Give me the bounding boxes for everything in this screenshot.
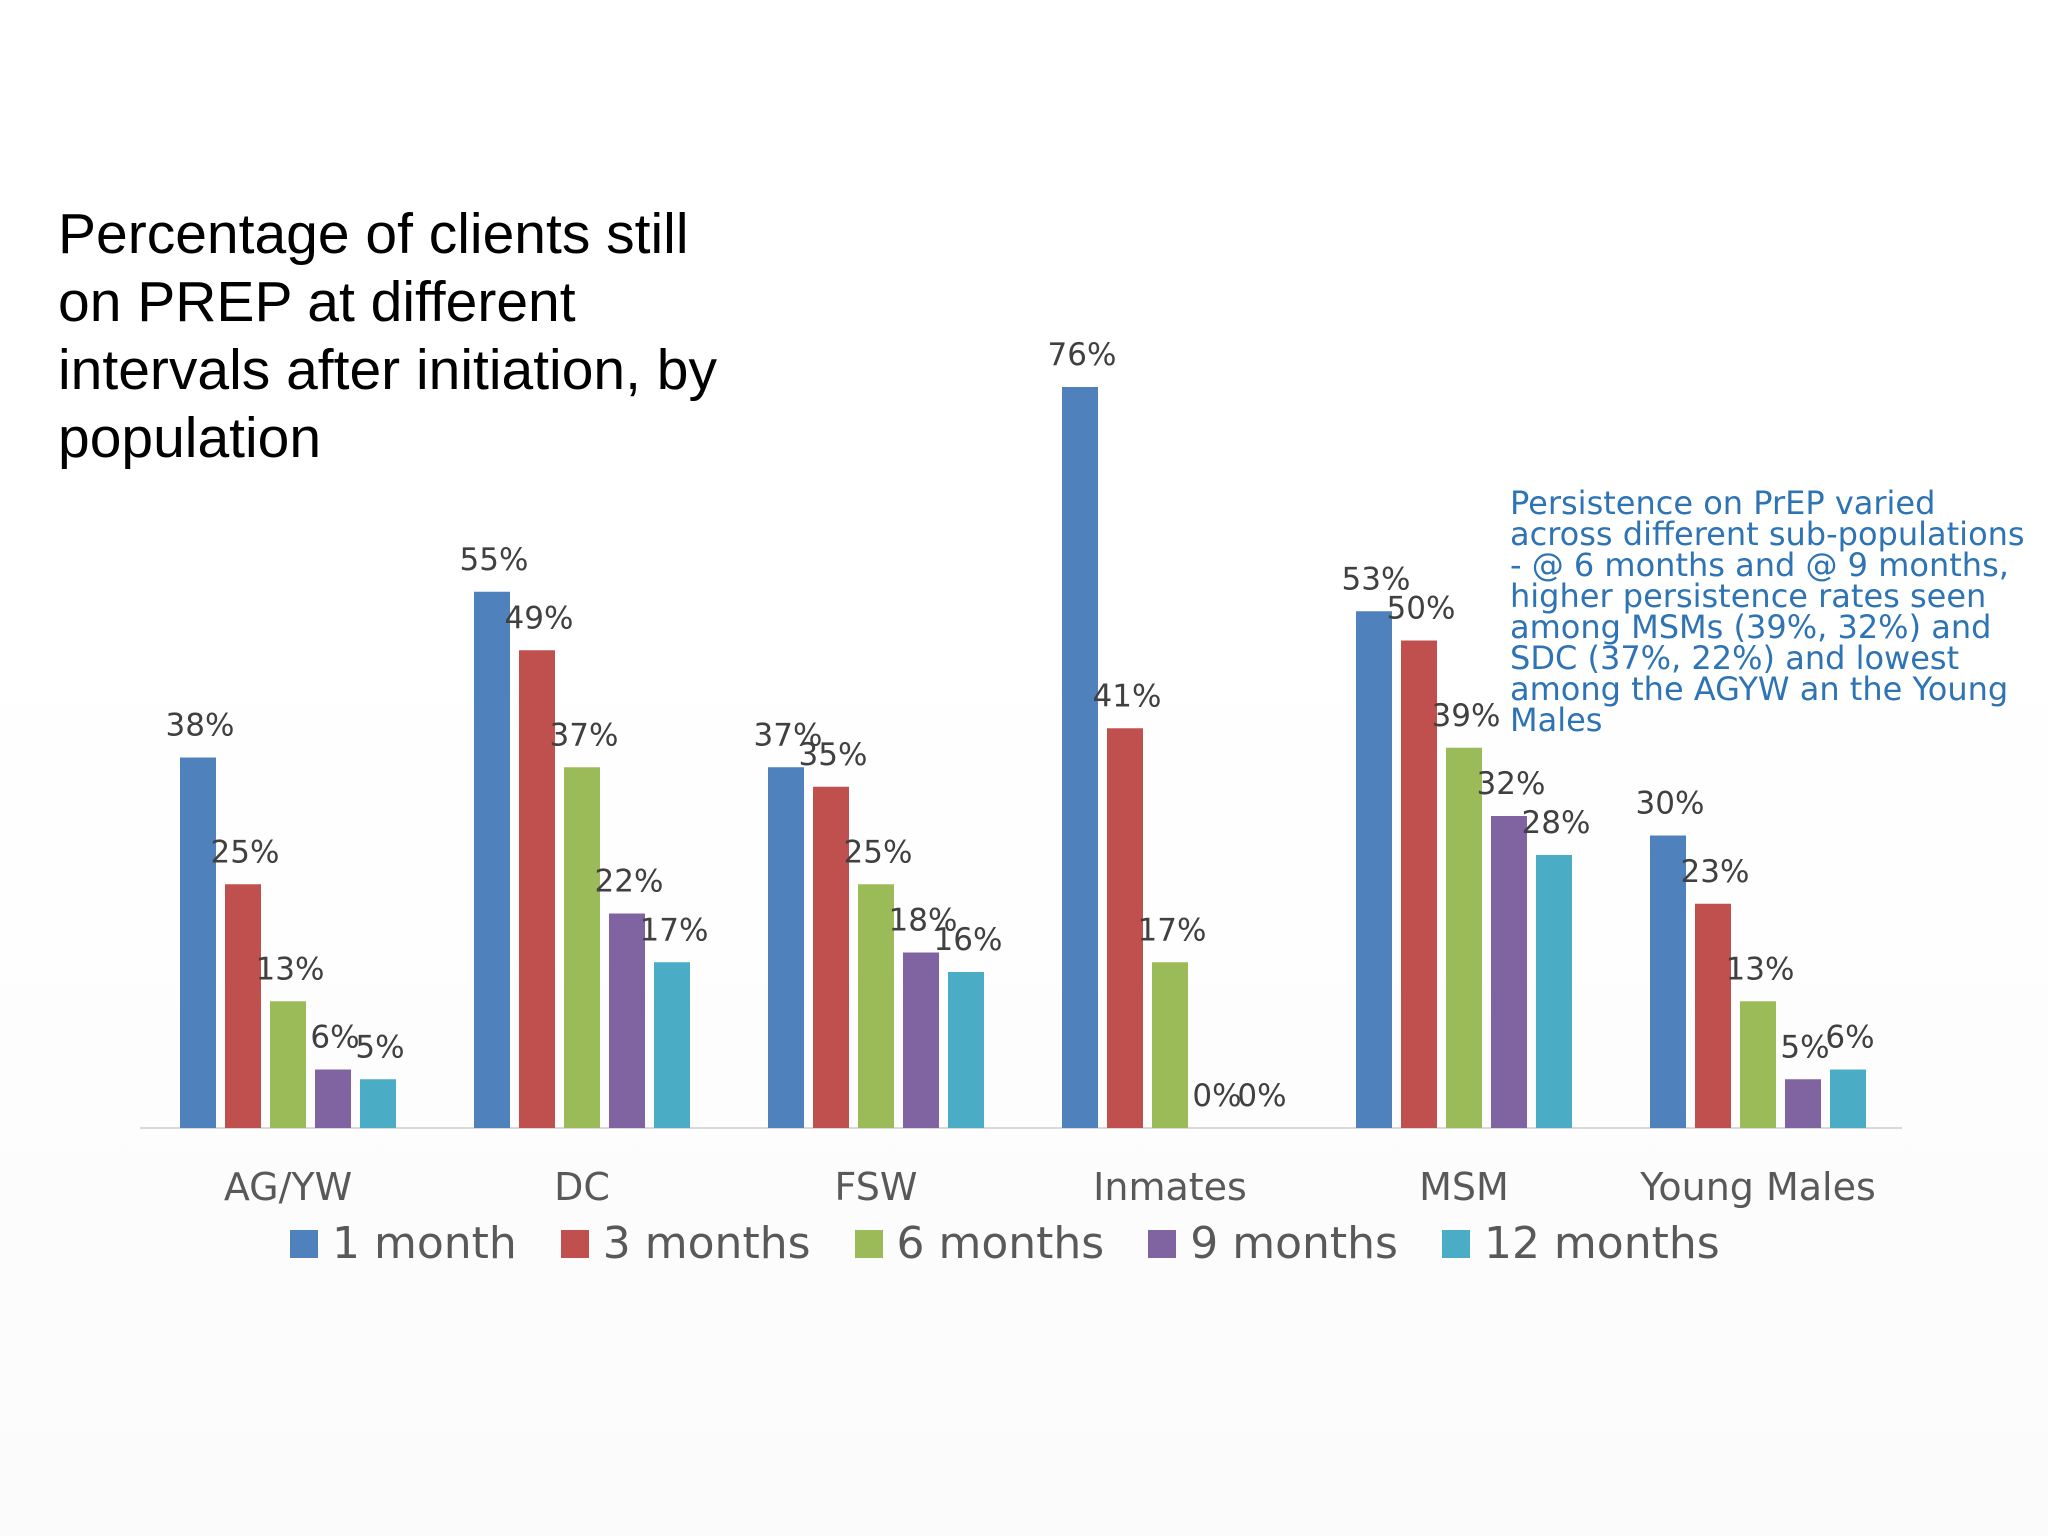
data-label: 37% [550, 717, 619, 753]
legend-swatch [560, 1229, 589, 1258]
legend-item: 6 months [854, 1218, 1105, 1269]
data-label: 30% [1636, 786, 1705, 822]
data-label: 17% [1138, 912, 1207, 948]
legend-item: 3 months [560, 1218, 811, 1269]
bar-fsw-1-month [768, 767, 804, 1128]
bar-young-males-6-months [1740, 1001, 1776, 1128]
data-label: 6% [1825, 1020, 1874, 1056]
legend-label: 9 months [1190, 1218, 1398, 1269]
bar-dc-12-months [654, 962, 690, 1128]
legend-item: 12 months [1441, 1218, 1720, 1269]
data-label: 13% [1726, 951, 1795, 987]
data-label: 18% [889, 903, 958, 939]
bar-dc-3-months [519, 650, 555, 1128]
data-label: 17% [640, 912, 709, 948]
data-label: 25% [844, 834, 913, 870]
data-label: 5% [1780, 1029, 1829, 1065]
category-label: AG/YW [224, 1165, 352, 1209]
data-label: 28% [1522, 805, 1591, 841]
data-labels-group: 38%25%13%6%5%55%49%37%22%17%37%35%25%18%… [166, 337, 1875, 1114]
bar-ag-yw-6-months [270, 1001, 306, 1128]
legend-label: 6 months [896, 1218, 1105, 1269]
legend-label: 12 months [1483, 1218, 1720, 1269]
bar-young-males-9-months [1785, 1079, 1821, 1128]
data-label: 35% [799, 737, 868, 773]
data-label: 23% [1681, 854, 1750, 890]
annotation-note: Persistence on PrEP varied across differ… [1510, 484, 2025, 739]
bar-msm-6-months [1446, 747, 1482, 1128]
bar-inmates-3-months [1107, 728, 1143, 1128]
bar-ag-yw-12-months [360, 1079, 396, 1128]
category-label: Inmates [1093, 1165, 1247, 1209]
data-label: 22% [595, 864, 664, 900]
data-label: 0% [1237, 1078, 1286, 1114]
data-label: 41% [1093, 678, 1162, 714]
category-label: Young Males [1639, 1165, 1876, 1209]
data-label: 32% [1477, 766, 1546, 802]
bar-ag-yw-9-months [315, 1069, 351, 1128]
bar-fsw-3-months [813, 786, 849, 1128]
bar-fsw-6-months [858, 884, 894, 1128]
bar-msm-3-months [1401, 640, 1437, 1128]
data-label: 6% [310, 1020, 359, 1056]
data-label: 50% [1387, 591, 1456, 627]
data-label: 53% [1342, 561, 1411, 597]
bar-msm-12-months [1536, 855, 1572, 1128]
data-label: 5% [355, 1029, 404, 1065]
bar-fsw-12-months [948, 972, 984, 1128]
data-label: 16% [934, 922, 1003, 958]
category-label: FSW [835, 1165, 918, 1209]
bar-dc-9-months [609, 913, 645, 1128]
bar-msm-1-month [1356, 611, 1392, 1128]
legend-item: 9 months [1148, 1218, 1398, 1269]
legend-swatch [1148, 1229, 1177, 1258]
bar-dc-1-month [474, 591, 510, 1128]
legend-swatch [290, 1229, 318, 1258]
data-label: 25% [211, 834, 280, 870]
bar-inmates-1-month [1062, 387, 1098, 1128]
legend-label: 1 month [332, 1218, 517, 1269]
bar-young-males-12-months [1830, 1069, 1866, 1128]
legend-label: 3 months [602, 1218, 811, 1269]
bar-inmates-6-months [1152, 962, 1188, 1128]
data-label: 38% [166, 708, 235, 744]
category-labels-group: AG/YW DC FSW Inmates MSM Young Males [224, 1165, 1876, 1209]
bar-young-males-1-month [1650, 835, 1686, 1128]
bar-ag-yw-3-months [225, 884, 261, 1128]
data-label: 39% [1432, 698, 1501, 734]
bar-fsw-9-months [903, 952, 939, 1128]
bars-group [180, 387, 1866, 1128]
data-label: 13% [256, 951, 325, 987]
legend: 1 month 3 months 6 months 9 months 12 months [290, 1218, 1764, 1269]
data-label: 0% [1192, 1078, 1241, 1114]
bar-ag-yw-1-month [180, 757, 216, 1128]
chart-title: Percentage of clients still on PREP at d… [58, 202, 717, 470]
bar-msm-9-months [1491, 816, 1527, 1128]
category-label: MSM [1419, 1165, 1509, 1209]
data-label: 55% [460, 542, 529, 578]
legend-swatch [854, 1229, 883, 1258]
legend-swatch [1441, 1229, 1470, 1258]
legend-item: 1 month [290, 1218, 517, 1269]
bar-young-males-3-months [1695, 903, 1731, 1128]
category-label: DC [554, 1165, 610, 1209]
bar-dc-6-months [564, 767, 600, 1128]
data-label: 76% [1048, 337, 1117, 373]
data-label: 49% [505, 600, 574, 636]
data-label: 37% [754, 717, 823, 753]
